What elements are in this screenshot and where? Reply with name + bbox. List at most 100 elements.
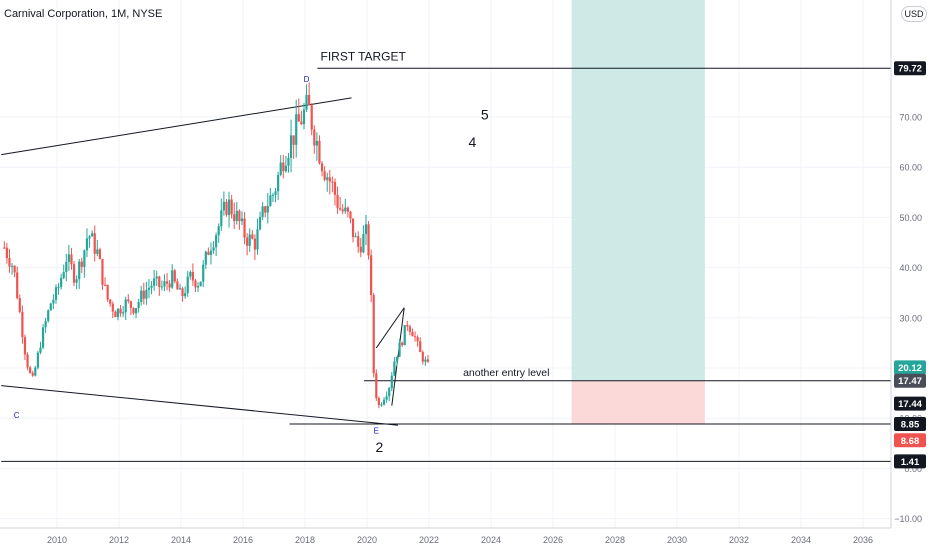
price-tick-label: 40.00 — [899, 263, 922, 273]
candle-body — [202, 264, 205, 282]
candle-body — [34, 367, 37, 376]
price-label-box — [894, 433, 926, 448]
candle-body — [419, 341, 422, 353]
drawing-text[interactable]: another entry level — [463, 367, 549, 379]
candle-body — [176, 281, 179, 290]
candle-body — [194, 280, 197, 288]
candle-body — [65, 261, 68, 273]
time-axis[interactable]: 2010 2012 2014 2016 2018 2020 2022 2024 2026 2028… — [0, 527, 891, 545]
time-tick-label: 2014 — [171, 535, 191, 545]
pattern-point-label[interactable]: C — [14, 411, 20, 420]
candle-body — [52, 299, 55, 304]
candle-body — [132, 307, 135, 314]
candle-body — [142, 290, 145, 299]
drawing-lines[interactable] — [1, 67, 891, 462]
drawing-text[interactable]: FIRST TARGET — [321, 49, 407, 63]
candle-body — [344, 207, 347, 212]
candle-body — [31, 372, 34, 376]
time-tick-label: 2036 — [853, 535, 873, 545]
trend-line[interactable] — [375, 307, 405, 349]
candle-body — [235, 210, 238, 222]
candle-body — [145, 289, 148, 299]
wave-label[interactable]: 5 — [481, 107, 489, 123]
candle-body — [351, 218, 355, 238]
candle-body — [122, 312, 125, 314]
candle-body — [160, 286, 163, 288]
candle-body — [357, 236, 360, 247]
candle-body — [155, 276, 158, 279]
price-tick-label: −10.00 — [894, 514, 922, 524]
chart-title: Carnival Corporation, 1M, NYSE — [4, 8, 163, 20]
trend-line[interactable] — [391, 307, 405, 406]
candle-body — [359, 246, 362, 253]
wave-label[interactable]: 2 — [376, 439, 384, 455]
target-zone[interactable] — [571, 0, 705, 381]
candle-body — [222, 201, 225, 211]
candle-body — [23, 337, 27, 355]
long-position-tool[interactable] — [571, 0, 705, 424]
candle-body — [173, 270, 176, 282]
candle-body — [315, 140, 318, 146]
candle-body — [70, 254, 73, 265]
candle-body — [320, 163, 324, 172]
price-tick-label: 0.00 — [904, 464, 922, 474]
candle-body — [230, 199, 233, 215]
candle-body — [140, 290, 143, 302]
candle-body — [199, 281, 202, 287]
candle-body — [103, 284, 107, 286]
candle-body — [168, 283, 171, 288]
candle-body — [266, 206, 269, 213]
trend-line[interactable] — [1, 385, 399, 426]
candle-body — [411, 331, 414, 337]
stop-zone[interactable] — [571, 380, 705, 424]
price-tick-label: 60.00 — [899, 163, 922, 173]
price-axis[interactable]: −10.000.0010.0020.0030.0040.0050.0060.00… — [890, 0, 926, 528]
candle-body — [62, 272, 65, 278]
candle-body — [323, 171, 326, 180]
candle-body — [282, 162, 285, 172]
candle-body — [75, 279, 78, 283]
currency-button[interactable]: USD — [901, 6, 927, 22]
time-tick-label: 2018 — [295, 535, 315, 545]
candle-body — [39, 347, 42, 353]
candle-body — [403, 325, 406, 346]
candle-body — [209, 250, 213, 255]
candle-body — [395, 356, 399, 362]
candle-body — [215, 235, 218, 248]
time-tick-label: 2030 — [667, 535, 687, 545]
candle-body — [336, 194, 339, 209]
candle-body — [47, 310, 50, 321]
trend-line[interactable] — [1, 97, 352, 156]
candle-body — [354, 236, 357, 238]
candle-body — [390, 375, 393, 389]
candle-body — [251, 234, 254, 239]
candle-body — [308, 94, 311, 106]
pattern-point-label[interactable]: D — [304, 75, 310, 84]
candle-body — [165, 281, 169, 284]
candle-body — [98, 249, 101, 260]
candle-body — [10, 265, 14, 267]
candle-body — [248, 234, 251, 246]
price-label: 8.85 — [901, 419, 920, 430]
pattern-point-label[interactable]: E — [374, 426, 379, 435]
candle-body — [240, 218, 244, 222]
candle-body — [93, 233, 96, 254]
candle-body — [264, 206, 267, 213]
candle-body — [297, 114, 300, 122]
candle-body — [18, 298, 21, 312]
candle-body — [196, 286, 200, 288]
candle-body — [375, 373, 378, 399]
wave-label[interactable]: 4 — [469, 134, 477, 150]
candle-body — [106, 284, 109, 300]
candle-body — [137, 301, 140, 309]
candle-body — [184, 293, 187, 297]
candle-body — [119, 308, 122, 314]
candle-body — [243, 218, 246, 238]
price-label-box — [894, 373, 926, 388]
candle-body — [406, 325, 409, 327]
candle-body — [41, 327, 45, 348]
time-tick-label: 2028 — [605, 535, 625, 545]
price-label: 17.44 — [898, 399, 922, 410]
